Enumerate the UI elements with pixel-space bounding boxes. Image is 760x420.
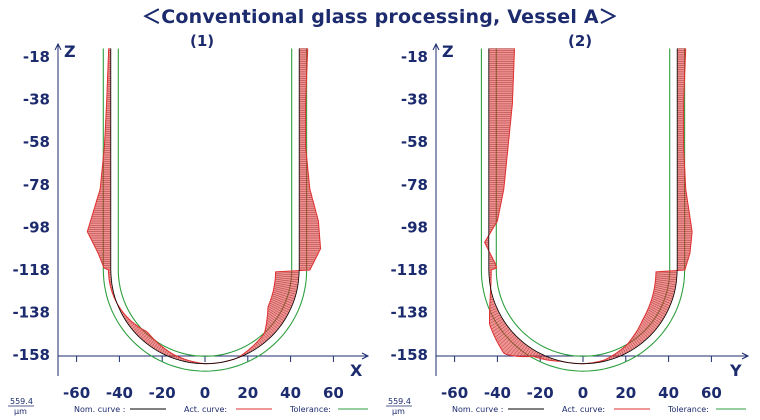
z-tick-label: -18 <box>23 48 50 66</box>
z-tick-label: -138 <box>390 304 428 322</box>
x-tick-label: -40 <box>106 384 133 402</box>
legend-tolerance-label: Tolerance: <box>289 405 331 414</box>
z-tick-label: -38 <box>23 91 50 109</box>
x-tick-label: 0 <box>578 384 588 402</box>
z-tick-label: -58 <box>23 133 50 151</box>
legend-nominal-label: Nom. curve : <box>452 405 503 414</box>
x-tick-label: -20 <box>527 384 554 402</box>
z-axis-arrow <box>432 42 440 51</box>
x-tick-label: 60 <box>701 384 722 402</box>
nominal-curve <box>110 48 300 365</box>
z-axis-name: Z <box>442 42 454 61</box>
deviation-hatch <box>87 48 321 364</box>
tolerance-curve <box>495 48 671 357</box>
panel-2: Z Y (2) -18 -38 -58 -78 -98 -118 -138 -158 -60 -40 -2… <box>386 32 750 416</box>
z-tick-label: -158 <box>12 346 50 364</box>
x-tick-label: 20 <box>615 384 636 402</box>
x-axis-arrow <box>741 352 750 360</box>
z-tick-label: -18 <box>401 48 428 66</box>
x-axis-arrow <box>361 352 370 360</box>
deviation-band <box>484 48 693 364</box>
x-axis-name: Y <box>729 361 742 380</box>
x-tick-label: 20 <box>237 384 258 402</box>
scale-label: 559.4 <box>10 397 33 406</box>
panel-label: (2) <box>568 32 592 50</box>
nominal-curve <box>488 48 678 365</box>
z-tick-label: -58 <box>401 133 428 151</box>
z-axis-arrow <box>54 42 62 51</box>
z-tick-label: -98 <box>23 218 50 236</box>
x-tick-label: -20 <box>149 384 176 402</box>
z-tick-label: -98 <box>401 218 428 236</box>
legend-actual-label: Act. curve: <box>562 405 605 414</box>
z-tick-label: -118 <box>390 261 428 279</box>
panel-label: (1) <box>190 32 214 50</box>
x-tick-label: -60 <box>63 384 90 402</box>
x-tick-label: -40 <box>484 384 511 402</box>
tolerance-curve <box>117 48 293 357</box>
legend-tolerance-label: Tolerance: <box>667 405 709 414</box>
legend-nominal-label: Nom. curve : <box>74 405 125 414</box>
z-tick-label: -78 <box>23 176 50 194</box>
z-tick-label: -38 <box>401 91 428 109</box>
deviation-hatch <box>484 48 693 364</box>
x-axis-name: X <box>350 361 363 380</box>
z-axis-name: Z <box>64 42 76 61</box>
x-tick-label: -60 <box>441 384 468 402</box>
scale-label: 559.4 <box>388 397 411 406</box>
x-tick-label: 0 <box>200 384 210 402</box>
x-tick-label: 40 <box>658 384 679 402</box>
z-tick-label: -158 <box>390 346 428 364</box>
x-tick-label: 60 <box>323 384 344 402</box>
panel-1: Z X (1) -18 -38 -58 -78 -98 -118 -138 -158 -60 -40 -2… <box>8 32 370 416</box>
z-tick-label: -118 <box>12 261 50 279</box>
legend-actual-label: Act. curve: <box>184 405 227 414</box>
x-tick-label: 40 <box>280 384 301 402</box>
z-tick-label: -138 <box>12 304 50 322</box>
page-title: ＜Conventional glass processing, Vessel A… <box>142 6 618 28</box>
z-tick-label: -78 <box>401 176 428 194</box>
scale-unit: μm <box>14 407 27 416</box>
scale-unit: μm <box>392 407 405 416</box>
